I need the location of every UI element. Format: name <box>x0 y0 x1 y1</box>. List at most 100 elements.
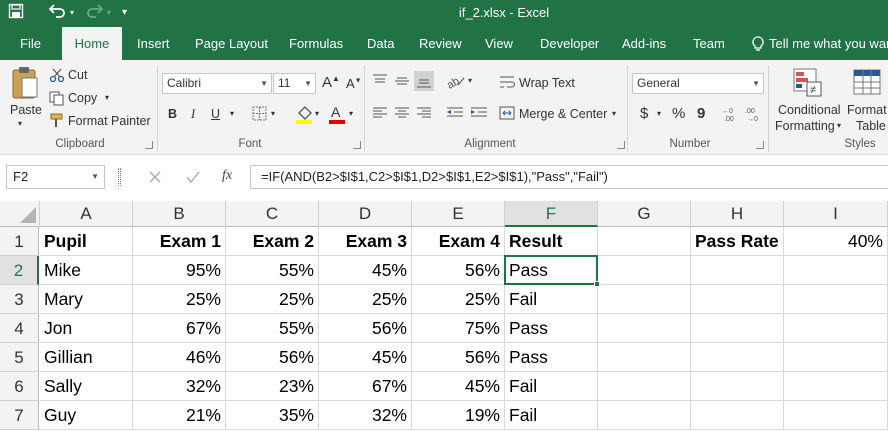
cell-i2[interactable] <box>784 256 888 285</box>
cell-e6[interactable]: 45% <box>412 372 505 401</box>
paste-button[interactable]: Paste <box>10 103 42 117</box>
format-as-table-icon[interactable] <box>852 68 882 103</box>
align-middle-icon[interactable] <box>394 73 410 94</box>
cell-h6[interactable] <box>691 372 784 401</box>
tab-team[interactable]: Team <box>693 36 725 51</box>
cell-i6[interactable] <box>784 372 888 401</box>
cell-a7[interactable]: Guy <box>40 401 133 430</box>
cell-a1[interactable]: Pupil <box>40 227 133 256</box>
conditional-formatting-dropdown-icon[interactable]: ▾ <box>837 121 842 130</box>
fill-handle[interactable] <box>594 281 600 287</box>
font-color-icon[interactable]: A <box>329 104 345 129</box>
cell-f2[interactable]: Pass <box>505 256 598 285</box>
font-color-dropdown-icon[interactable]: ▾ <box>349 109 354 118</box>
row-header-3[interactable]: 3 <box>0 285 39 314</box>
column-header-a[interactable]: A <box>40 201 133 227</box>
currency-dropdown-icon[interactable]: ▾ <box>657 109 662 118</box>
currency-button[interactable]: $ <box>640 105 649 122</box>
conditional-formatting-label-2[interactable]: Formatting <box>775 119 835 133</box>
cell-h1[interactable]: Pass Rate <box>691 227 784 256</box>
copy-dropdown-icon[interactable]: ▾ <box>105 93 110 102</box>
undo-icon[interactable] <box>48 3 66 25</box>
cell-a6[interactable]: Sally <box>40 372 133 401</box>
undo-dropdown-icon[interactable]: ▾ <box>70 8 75 17</box>
cell-c5[interactable]: 56% <box>226 343 319 372</box>
cell-f3[interactable]: Fail <box>505 285 598 314</box>
cell-a2[interactable]: Mike <box>40 256 133 285</box>
column-header-i[interactable]: I <box>784 201 888 227</box>
tab-view[interactable]: View <box>485 36 513 51</box>
cell-d3[interactable]: 25% <box>319 285 412 314</box>
percent-button[interactable]: % <box>672 105 686 122</box>
orientation-dropdown-icon[interactable]: ▾ <box>468 76 473 85</box>
cell-d7[interactable]: 32% <box>319 401 412 430</box>
chevron-down-icon[interactable]: ▼ <box>91 172 99 181</box>
cut-button[interactable]: Cut <box>68 68 88 82</box>
cell-h2[interactable] <box>691 256 784 285</box>
increase-indent-icon[interactable] <box>470 106 488 125</box>
row-header-7[interactable]: 7 <box>0 401 39 430</box>
format-as-table-label-1[interactable]: Format <box>847 103 887 117</box>
merge-center-button[interactable]: Merge & Center <box>519 107 608 121</box>
orientation-icon[interactable]: ab <box>445 73 466 94</box>
clipboard-launcher-icon[interactable] <box>145 141 153 149</box>
insert-function-icon[interactable]: fx <box>222 168 233 183</box>
row-header-5[interactable]: 5 <box>0 343 39 372</box>
cell-f6[interactable]: Fail <box>505 372 598 401</box>
cell-b1[interactable]: Exam 1 <box>133 227 226 256</box>
cell-b5[interactable]: 46% <box>133 343 226 372</box>
alignment-launcher-icon[interactable] <box>617 141 625 149</box>
fill-color-icon[interactable] <box>296 104 314 129</box>
column-header-c[interactable]: C <box>226 201 319 227</box>
italic-button[interactable]: I <box>191 107 196 121</box>
tab-review[interactable]: Review <box>419 36 462 51</box>
cell-g7[interactable] <box>598 401 691 430</box>
format-as-table-label-2[interactable]: Table <box>856 119 886 133</box>
column-header-h[interactable]: H <box>691 201 784 227</box>
tab-page-layout[interactable]: Page Layout <box>195 36 269 51</box>
paste-icon[interactable] <box>10 66 40 107</box>
borders-dropdown-icon[interactable]: ▾ <box>271 109 276 118</box>
tell-me-search[interactable]: Tell me what you want <box>769 36 888 51</box>
cell-c6[interactable]: 23% <box>226 372 319 401</box>
shrink-font-icon[interactable]: A▼ <box>346 76 362 91</box>
wrap-text-button[interactable]: Wrap Text <box>519 76 575 90</box>
decrease-decimal-icon[interactable]: .00 →0 <box>745 106 763 127</box>
tab-insert[interactable]: Insert <box>137 36 170 51</box>
cell-g4[interactable] <box>598 314 691 343</box>
redo-dropdown-icon[interactable]: ▾ <box>107 8 112 17</box>
decrease-indent-icon[interactable] <box>446 106 464 125</box>
cell-f5[interactable]: Pass <box>505 343 598 372</box>
font-name-combo[interactable]: Calibri ▼ <box>162 73 272 94</box>
underline-dropdown-icon[interactable]: ▾ <box>230 109 235 118</box>
conditional-formatting-label-1[interactable]: Conditional <box>778 103 841 117</box>
cell-a5[interactable]: Gillian <box>40 343 133 372</box>
cell-g5[interactable] <box>598 343 691 372</box>
cell-h7[interactable] <box>691 401 784 430</box>
tab-developer[interactable]: Developer <box>540 36 600 51</box>
cell-e2[interactable]: 56% <box>412 256 505 285</box>
column-header-e[interactable]: E <box>412 201 505 227</box>
fill-color-dropdown-icon[interactable]: ▾ <box>315 109 320 118</box>
merge-dropdown-icon[interactable]: ▾ <box>612 109 617 118</box>
row-header-4[interactable]: 4 <box>0 314 39 343</box>
align-left-icon[interactable] <box>372 106 388 125</box>
underline-button[interactable]: U <box>211 107 221 121</box>
row-header-2[interactable]: 2 <box>0 256 39 285</box>
cell-g1[interactable] <box>598 227 691 256</box>
tab-file[interactable]: File <box>20 36 41 51</box>
cell-d6[interactable]: 67% <box>319 372 412 401</box>
cell-f4[interactable]: Pass <box>505 314 598 343</box>
align-top-icon[interactable] <box>372 73 388 94</box>
paste-dropdown-icon[interactable]: ▾ <box>18 119 23 128</box>
borders-icon[interactable] <box>252 106 267 126</box>
cell-d2[interactable]: 45% <box>319 256 412 285</box>
cell-e5[interactable]: 56% <box>412 343 505 372</box>
cell-h4[interactable] <box>691 314 784 343</box>
cell-i4[interactable] <box>784 314 888 343</box>
cell-h3[interactable] <box>691 285 784 314</box>
column-header-g[interactable]: G <box>598 201 691 227</box>
cancel-icon[interactable] <box>148 170 162 189</box>
column-header-b[interactable]: B <box>133 201 226 227</box>
increase-decimal-icon[interactable]: ←0.00 <box>722 106 740 127</box>
